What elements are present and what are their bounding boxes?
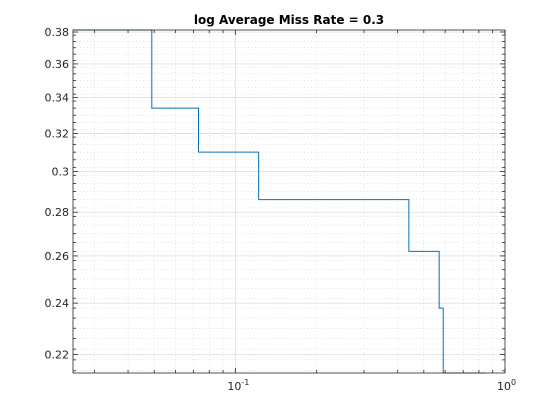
y-tick-label: 0.32 (45, 127, 70, 140)
plot-frame (72, 29, 506, 374)
y-tick-label: 0.26 (45, 250, 70, 263)
series-layer (73, 29, 486, 374)
y-tick-label: 0.28 (45, 206, 70, 219)
y-tick-label: 0.24 (45, 297, 70, 310)
major-grid (73, 30, 506, 373)
y-tick-label: 0.38 (45, 26, 70, 39)
chart-title: log Average Miss Rate = 0.3 (194, 13, 384, 27)
y-tick-labels: 0.22 0.24 0.26 0.28 0.3 0.32 0.34 0.36 0.38 (45, 26, 70, 361)
minor-grid (73, 30, 505, 373)
y-tick-label: 0.34 (45, 92, 70, 105)
y-tick-label: 0.22 (45, 348, 70, 361)
miss-rate-curve (73, 29, 486, 374)
axis-ticks (73, 30, 506, 373)
y-tick-label: 0.3 (52, 165, 70, 178)
x-tick-label: 10-1 (227, 378, 249, 393)
x-tick-label: 100 (497, 378, 516, 393)
x-tick-labels: 10-1 100 (227, 378, 516, 393)
y-tick-label: 0.36 (45, 58, 70, 71)
